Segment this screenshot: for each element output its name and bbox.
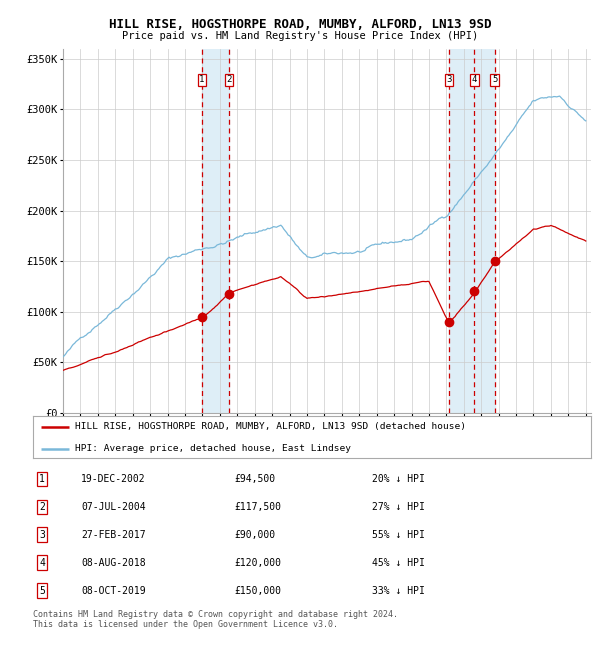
Text: 45% ↓ HPI: 45% ↓ HPI (372, 558, 425, 567)
Text: Contains HM Land Registry data © Crown copyright and database right 2024.
This d: Contains HM Land Registry data © Crown c… (33, 610, 398, 629)
Bar (202, 49, 229, 413)
Text: 19-DEC-2002: 19-DEC-2002 (81, 474, 146, 484)
Text: HPI: Average price, detached house, East Lindsey: HPI: Average price, detached house, East… (75, 445, 351, 454)
Text: 1: 1 (199, 75, 205, 84)
Text: Price paid vs. HM Land Registry's House Price Index (HPI): Price paid vs. HM Land Registry's House … (122, 31, 478, 41)
Text: 07-JUL-2004: 07-JUL-2004 (81, 502, 146, 512)
Text: 08-OCT-2019: 08-OCT-2019 (81, 586, 146, 595)
Text: 4: 4 (39, 558, 45, 567)
Text: 33% ↓ HPI: 33% ↓ HPI (372, 586, 425, 595)
Text: 3: 3 (446, 75, 452, 84)
Text: 08-AUG-2018: 08-AUG-2018 (81, 558, 146, 567)
Text: 2: 2 (226, 75, 232, 84)
Text: £120,000: £120,000 (234, 558, 281, 567)
Text: 27% ↓ HPI: 27% ↓ HPI (372, 502, 425, 512)
Text: 20% ↓ HPI: 20% ↓ HPI (372, 474, 425, 484)
Bar (449, 49, 494, 413)
Text: 1: 1 (39, 474, 45, 484)
Text: £90,000: £90,000 (234, 530, 275, 540)
Text: HILL RISE, HOGSTHORPE ROAD, MUMBY, ALFORD, LN13 9SD (detached house): HILL RISE, HOGSTHORPE ROAD, MUMBY, ALFOR… (75, 422, 466, 431)
Text: 3: 3 (39, 530, 45, 540)
Text: 5: 5 (492, 75, 497, 84)
Text: 5: 5 (39, 586, 45, 595)
Text: HILL RISE, HOGSTHORPE ROAD, MUMBY, ALFORD, LN13 9SD: HILL RISE, HOGSTHORPE ROAD, MUMBY, ALFOR… (109, 18, 491, 31)
Text: 55% ↓ HPI: 55% ↓ HPI (372, 530, 425, 540)
Text: 2: 2 (39, 502, 45, 512)
Text: £94,500: £94,500 (234, 474, 275, 484)
Text: 27-FEB-2017: 27-FEB-2017 (81, 530, 146, 540)
Text: £117,500: £117,500 (234, 502, 281, 512)
Text: £150,000: £150,000 (234, 586, 281, 595)
Text: 4: 4 (472, 75, 477, 84)
